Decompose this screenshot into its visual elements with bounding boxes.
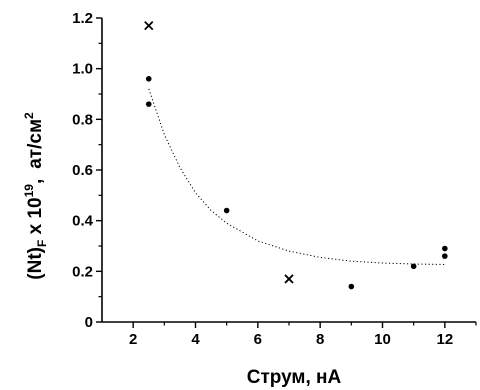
fit-curve [148, 88, 445, 265]
y-title-comma: , [25, 179, 46, 184]
data-point-dot [348, 283, 355, 290]
fit-curve-layer [148, 88, 445, 265]
x-axis-title: Струм, нА [247, 367, 342, 388]
y-title-units-exponent: 2 [22, 112, 36, 119]
y-title-middle: x 10 [25, 197, 46, 239]
y-axis-title: (Nt)F x 1019, ат/см2 [22, 112, 49, 280]
y-title-exponent: 19 [22, 184, 36, 198]
x-tick-label: 12 [436, 331, 453, 348]
data-point-dot [442, 253, 448, 259]
y-axis: 0 0.2 0.4 0.6 0.8 1.0 1.2 [72, 10, 102, 331]
y-tick-label: 0.2 [72, 263, 93, 280]
x-axis: 2 4 6 8 10 12 [129, 322, 477, 348]
y-tick-label: 1.2 [72, 10, 93, 27]
data-point-dot [145, 101, 152, 107]
data-point-dot [145, 76, 152, 82]
y-tick-label: 0.6 [72, 162, 93, 179]
y-title-prefix: (Nt) [25, 247, 46, 280]
y-tick-label: 1.0 [72, 61, 93, 78]
y-title-units: ат/см [25, 119, 46, 169]
data-point-cross [144, 20, 154, 31]
x-tick-label: 10 [374, 331, 391, 348]
y-tick-label: 0.8 [72, 111, 93, 128]
x-tick-label: 6 [254, 331, 262, 348]
x-tick-label: 2 [129, 331, 137, 348]
data-point-cross [284, 274, 294, 284]
y-tick-label: 0 [85, 314, 93, 331]
data-markers [144, 20, 448, 290]
plot-area [101, 18, 476, 323]
data-point-dot [442, 245, 448, 252]
y-tick-label: 0.4 [72, 213, 94, 230]
x-tick-label: 4 [191, 331, 200, 348]
data-point-dot [223, 207, 230, 214]
y-title-subscript: F [35, 240, 49, 247]
x-tick-label: 8 [316, 331, 324, 348]
data-point-dot [410, 263, 417, 270]
